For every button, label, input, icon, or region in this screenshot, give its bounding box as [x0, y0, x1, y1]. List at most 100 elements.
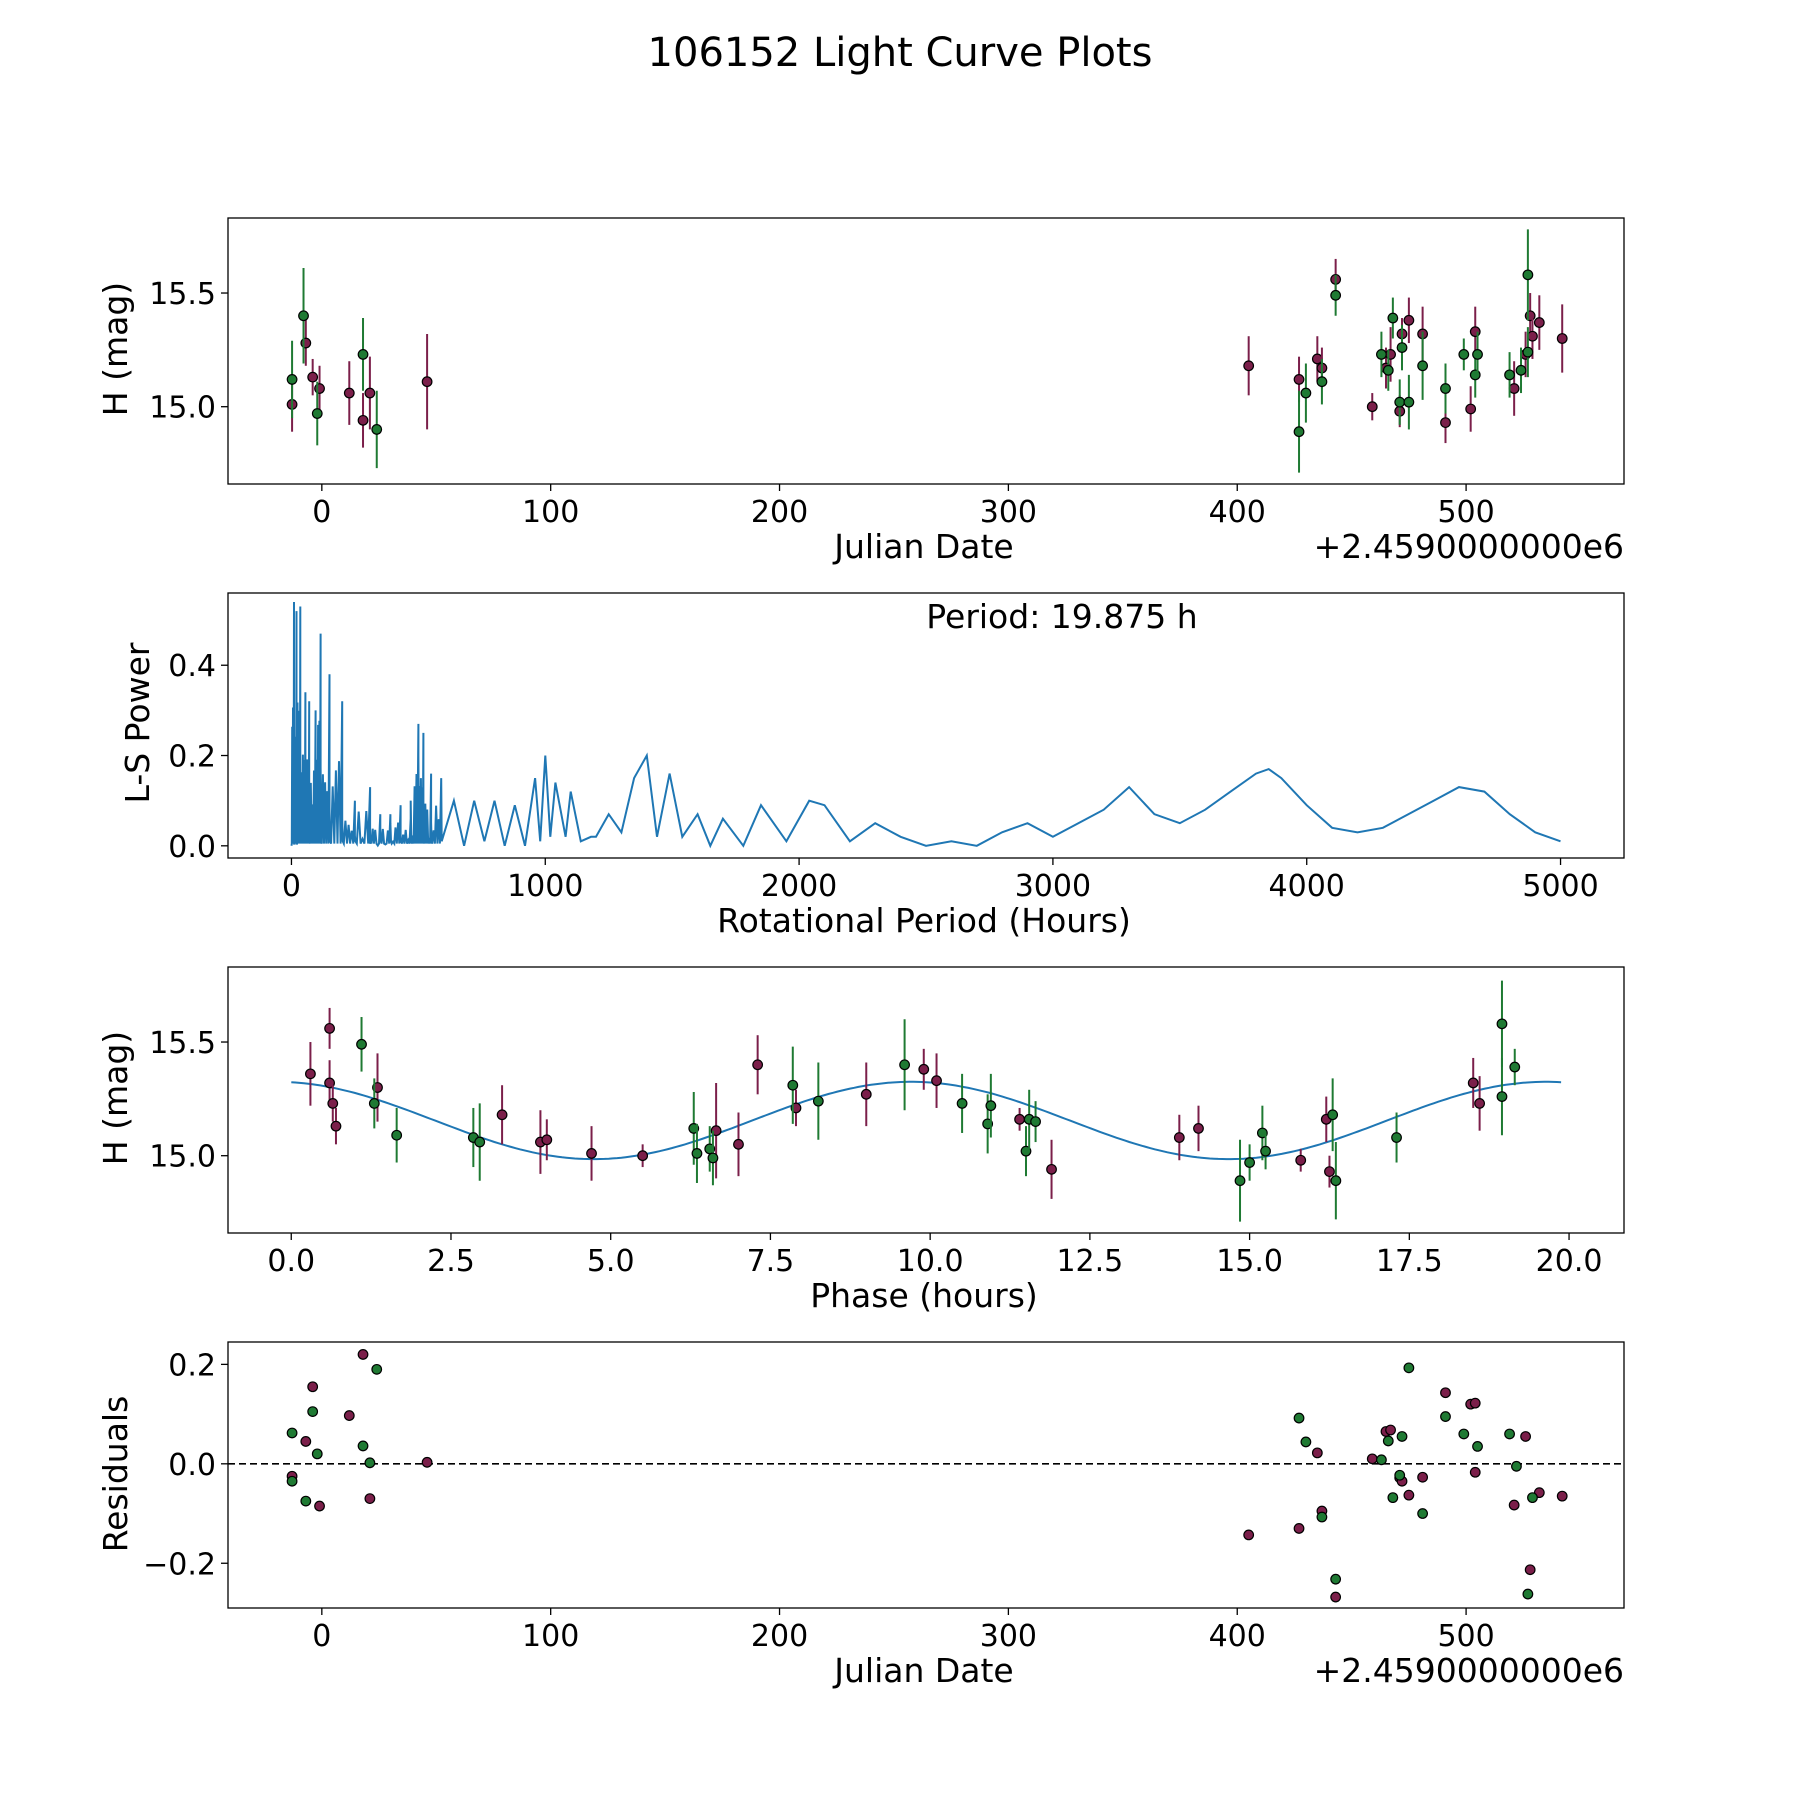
light-curve-point-maroon	[1533, 317, 1545, 328]
residuals-point-green	[307, 1406, 319, 1418]
light-curve-point-maroon	[1403, 314, 1415, 326]
light-curve-point-maroon	[1527, 330, 1538, 342]
light-curve-ytick-label: 15.5	[149, 277, 216, 312]
periodogram-frame	[227, 592, 1625, 859]
phase-fold-point-green	[1496, 1091, 1508, 1102]
residuals-ytick-label: 0.0	[168, 1448, 216, 1483]
light-curve-point-green	[1382, 364, 1394, 376]
light-curve-xtick-label: 500	[1437, 495, 1494, 530]
phase-fold-point-maroon	[305, 1068, 316, 1080]
phase-fold-point-maroon	[733, 1138, 744, 1150]
light-curve-point-green	[1376, 349, 1387, 360]
phase-fold-point-maroon	[1046, 1163, 1057, 1175]
phase-fold-panel: 0.0 2.5 5.0 7.5 10.0 12.5 15.0 17.5 20.0 15.0 15.5…	[96, 966, 1625, 1315]
phase-fold-point-green	[1496, 1018, 1508, 1030]
phase-fold-point-green	[1030, 1116, 1041, 1127]
residuals-point-maroon	[421, 1456, 433, 1468]
residuals-point-green	[1522, 1588, 1534, 1600]
light-curve-point-green	[357, 349, 369, 360]
phase-fold-xtick-label: 2.5	[427, 1244, 475, 1279]
residuals-point-maroon	[1243, 1529, 1255, 1541]
residuals-point-green	[300, 1495, 312, 1507]
residuals-offset-text: +2.4590000000e6	[1314, 1651, 1624, 1690]
phase-fold-point-green	[1509, 1061, 1521, 1073]
phase-fold-xtick-label: 12.5	[1056, 1244, 1123, 1279]
residuals-point-green	[311, 1448, 323, 1460]
light-curve-ytick-label: 15.0	[149, 391, 216, 426]
light-curve-point-green	[1394, 396, 1406, 408]
residuals-point-maroon	[300, 1436, 312, 1447]
phase-fold-point-green	[1244, 1157, 1256, 1168]
light-curve-xtick-label: 400	[1209, 495, 1266, 530]
light-curve-point-maroon	[1293, 374, 1305, 385]
residuals-point-maroon	[1508, 1499, 1520, 1511]
phase-fold-point-maroon	[1295, 1154, 1307, 1166]
light-curve-point-green	[298, 310, 309, 322]
light-curve-ylabel: H (mag)	[96, 282, 135, 416]
residuals-point-green	[1293, 1412, 1305, 1424]
phase-fold-point-maroon	[327, 1098, 339, 1109]
residuals-point-green	[1403, 1362, 1415, 1374]
phase-fold-point-green	[812, 1095, 824, 1107]
phase-fold-point-green	[956, 1098, 968, 1109]
residuals-point-maroon	[1311, 1447, 1323, 1459]
residuals-point-maroon	[1330, 1591, 1342, 1603]
phase-fold-xlabel: Phase (hours)	[810, 1276, 1038, 1315]
residuals-point-maroon	[357, 1349, 369, 1360]
residuals-xtick-label: 400	[1209, 1619, 1266, 1654]
light-curve-point-maroon	[1311, 353, 1323, 365]
light-curve-point-green	[1515, 364, 1527, 376]
light-curve-plot-area: 0 100 200 300 400 500 15.0 15.5	[149, 217, 1625, 530]
residuals-xtick-label: 500	[1437, 1619, 1494, 1654]
residuals-plot-area: 0 100 200 300 400 500 −0.2 0.0 0.2	[143, 1341, 1625, 1654]
residuals-ytick-label: 0.2	[168, 1348, 216, 1383]
residuals-xtick-label: 0	[312, 1619, 331, 1654]
residuals-point-green	[286, 1475, 298, 1487]
residuals-point-green	[1511, 1460, 1522, 1472]
light-curve-point-maroon	[1385, 349, 1396, 360]
residuals-panel: 0 100 200 300 400 500 −0.2 0.0 0.2 Julian Date R…	[96, 1341, 1625, 1690]
light-curve-point-maroon	[1469, 326, 1481, 338]
residuals-point-maroon	[1417, 1471, 1429, 1483]
light-curve-point-maroon	[1243, 360, 1255, 372]
periodogram-xtick-label: 0	[282, 869, 301, 904]
phase-fold-point-green	[1260, 1145, 1271, 1157]
phase-fold-xtick-label: 5.0	[587, 1244, 635, 1279]
light-curve-point-green	[1522, 269, 1534, 281]
periodogram-line	[290, 601, 1561, 849]
phase-fold-ytick-label: 15.0	[149, 1140, 216, 1175]
phase-fold-ytick-label: 15.5	[149, 1026, 216, 1061]
light-curve-point-green	[1417, 360, 1429, 372]
light-curve-point-maroon	[1524, 310, 1536, 322]
periodogram-plot-area: 0 1000 2000 3000 4000 5000 0.0 0.2 0.4	[168, 592, 1625, 904]
periodogram-xtick-label: 1000	[507, 869, 583, 904]
phase-fold-point-green	[474, 1136, 486, 1148]
residuals-xtick-label: 100	[522, 1619, 579, 1654]
phase-fold-point-green	[356, 1038, 367, 1050]
light-curve-point-green	[1293, 426, 1305, 438]
residuals-point-maroon	[314, 1500, 325, 1512]
residuals-point-maroon	[1403, 1489, 1415, 1501]
periodogram-ytick-label: 0.4	[168, 649, 216, 684]
residuals-point-green	[1382, 1435, 1394, 1447]
residuals-xlabel: Julian Date	[832, 1651, 1014, 1690]
residuals-point-maroon	[1520, 1431, 1531, 1442]
light-curve-point-green	[1300, 387, 1312, 399]
residuals-point-green	[1387, 1492, 1399, 1504]
light-curve-point-maroon	[1465, 403, 1477, 415]
periodogram-ylabel: L-S Power	[118, 642, 157, 803]
light-curve-point-maroon	[357, 414, 369, 426]
phase-fold-point-green	[899, 1059, 910, 1071]
phase-fold-point-maroon	[330, 1120, 342, 1132]
phase-fold-xtick-label: 7.5	[747, 1244, 795, 1279]
phase-fold-point-maroon	[1474, 1098, 1486, 1109]
periodogram-xtick-label: 2000	[761, 869, 837, 904]
light-curve-panel: 0 100 200 300 400 500 15.0 15.5 Julian Date H (…	[96, 217, 1625, 566]
periodogram-xlabel: Rotational Period (Hours)	[717, 901, 1131, 940]
phase-fold-point-maroon	[752, 1059, 764, 1071]
phase-fold-point-maroon	[1193, 1123, 1204, 1134]
light-curve-point-maroon	[300, 337, 312, 349]
phase-fold-xtick-label: 0.0	[267, 1244, 315, 1279]
light-curve-point-green	[1472, 349, 1483, 360]
period-annotation: Period: 19.875 h	[926, 597, 1197, 636]
